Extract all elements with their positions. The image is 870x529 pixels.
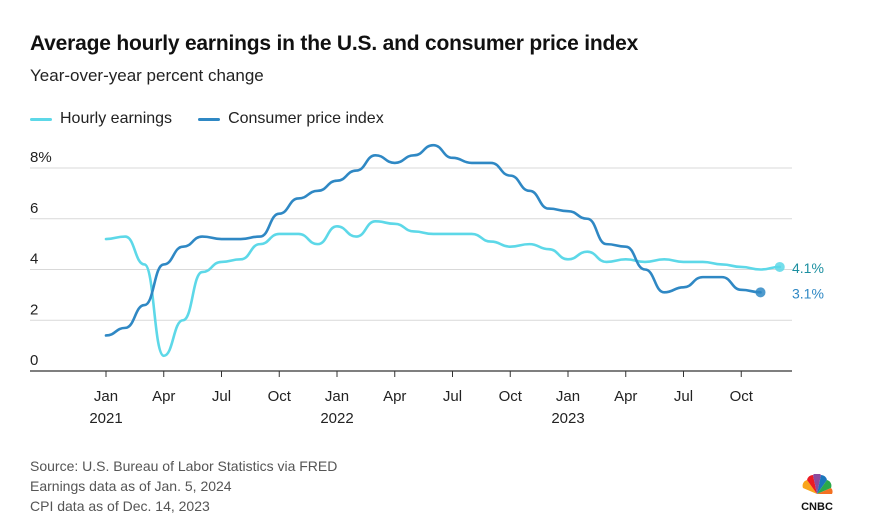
x-tick-label: Jan — [325, 388, 349, 405]
y-tick-label: 2 — [30, 301, 38, 318]
x-tick-label: Apr — [383, 388, 406, 405]
logo-text: CNBC — [801, 501, 833, 513]
x-tick-label: Jul — [674, 388, 693, 405]
end-label-consumer-price-index: 3.1% — [792, 285, 824, 301]
source-line: Source: U.S. Bureau of Labor Statistics … — [30, 458, 338, 474]
chart-title: Average hourly earnings in the U.S. and … — [30, 32, 639, 55]
x-tick-label: Jul — [443, 388, 462, 405]
legend-swatch-hourly-earnings — [30, 117, 52, 121]
y-tick-label: 4 — [30, 251, 38, 268]
source-notes: Source: U.S. Bureau of Labor Statistics … — [30, 456, 337, 516]
legend: Hourly earnings Consumer price index — [30, 110, 410, 128]
earnings-date-line: Earnings data as of Jan. 5, 2024 — [30, 478, 232, 494]
y-tick-label: 8% — [30, 149, 52, 166]
legend-item-consumer-price-index: Consumer price index — [198, 110, 384, 128]
end-point-consumer-price-index — [755, 287, 766, 298]
cnbc-logo: CNBC — [792, 473, 842, 514]
legend-label-hourly-earnings: Hourly earnings — [60, 110, 173, 127]
x-tick-label: Apr — [614, 388, 637, 405]
y-tick-label: 6 — [30, 200, 38, 217]
x-tick-label: Jan — [94, 388, 118, 405]
x-year-label: 2022 — [320, 410, 353, 427]
legend-swatch-consumer-price-index — [198, 117, 221, 121]
end-label-hourly-earnings: 4.1% — [792, 260, 824, 276]
x-year-label: 2023 — [551, 410, 584, 427]
peacock-icon: CNBC — [801, 473, 833, 513]
legend-item-hourly-earnings: Hourly earnings — [30, 110, 172, 128]
x-year-label: 2021 — [89, 410, 122, 427]
x-tick-label: Jul — [212, 388, 231, 405]
x-tick-label: Oct — [730, 388, 754, 405]
end-point-hourly-earnings — [774, 261, 785, 272]
chart-subtitle: Year-over-year percent change — [30, 66, 264, 85]
series-line-consumer-price-index — [104, 143, 762, 337]
x-tick-label: Jan — [556, 388, 580, 405]
series-line-hourly-earnings — [104, 219, 782, 358]
legend-label-consumer-price-index: Consumer price index — [228, 110, 384, 127]
y-tick-label: 0 — [30, 352, 38, 369]
x-tick-label: Apr — [152, 388, 175, 405]
x-tick-label: Oct — [499, 388, 523, 405]
x-tick-label: Oct — [268, 388, 292, 405]
cpi-date-line: CPI data as of Dec. 14, 2023 — [30, 498, 210, 514]
